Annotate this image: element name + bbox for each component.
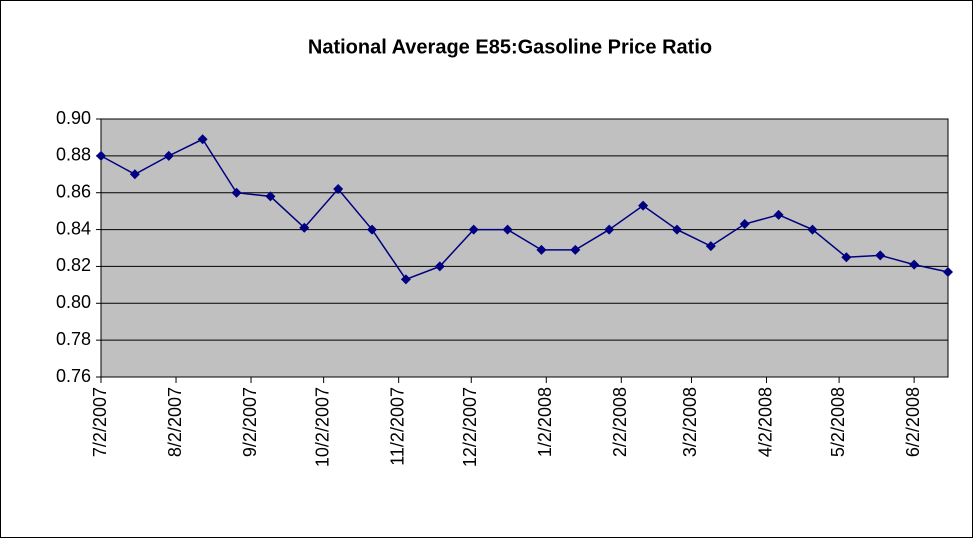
x-tick-label: 9/2/2007: [240, 387, 260, 457]
y-tick-label: 0.90: [56, 108, 91, 128]
plot-area: [101, 119, 948, 377]
marker: [502, 224, 513, 235]
y-tick-label: 0.80: [56, 292, 91, 312]
marker: [943, 266, 953, 277]
marker: [909, 259, 920, 270]
x-tick-label: 1/2/2008: [535, 387, 555, 457]
x-tick-label: 12/2/2007: [460, 387, 480, 467]
marker: [197, 134, 208, 145]
series-line: [100, 138, 949, 281]
marker: [129, 169, 140, 180]
marker: [163, 150, 174, 161]
y-tick-label: 0.78: [56, 329, 91, 349]
y-tick-label: 0.84: [56, 218, 91, 238]
chart-title: National Average E85:Gasoline Price Rati…: [308, 36, 712, 58]
marker: [400, 274, 411, 285]
marker: [705, 241, 716, 252]
y-tick-label: 0.86: [56, 181, 91, 201]
marker: [638, 200, 649, 211]
x-tick-label: 8/2/2007: [165, 387, 185, 457]
marker: [807, 224, 818, 235]
x-tick-label: 3/2/2008: [680, 387, 700, 457]
marker: [231, 187, 242, 198]
marker: [367, 224, 378, 235]
marker: [333, 184, 344, 195]
marker: [739, 219, 750, 230]
x-tick-label: 5/2/2008: [828, 387, 848, 457]
x-tick-label: 11/2/2007: [387, 387, 407, 466]
marker: [299, 222, 310, 233]
marker: [671, 224, 682, 235]
x-tick-label: 2/2/2008: [610, 387, 630, 457]
marker: [536, 244, 547, 255]
y-tick-label: 0.88: [56, 145, 91, 165]
y-tick-label: 0.76: [56, 366, 91, 386]
x-tick-label: 6/2/2008: [903, 387, 923, 457]
marker: [841, 252, 852, 263]
marker: [96, 150, 106, 161]
plot-border: [100, 118, 949, 378]
marker: [265, 191, 276, 202]
marker: [604, 224, 615, 235]
x-tick-label: 4/2/2008: [755, 387, 775, 457]
marker: [570, 244, 581, 255]
marker: [468, 224, 479, 235]
x-tick-label: 7/2/2007: [90, 387, 110, 457]
marker: [773, 209, 784, 220]
marker: [434, 261, 445, 272]
y-tick-label: 0.82: [56, 255, 91, 275]
marker: [875, 250, 886, 261]
x-tick-label: 10/2/2007: [312, 387, 332, 467]
